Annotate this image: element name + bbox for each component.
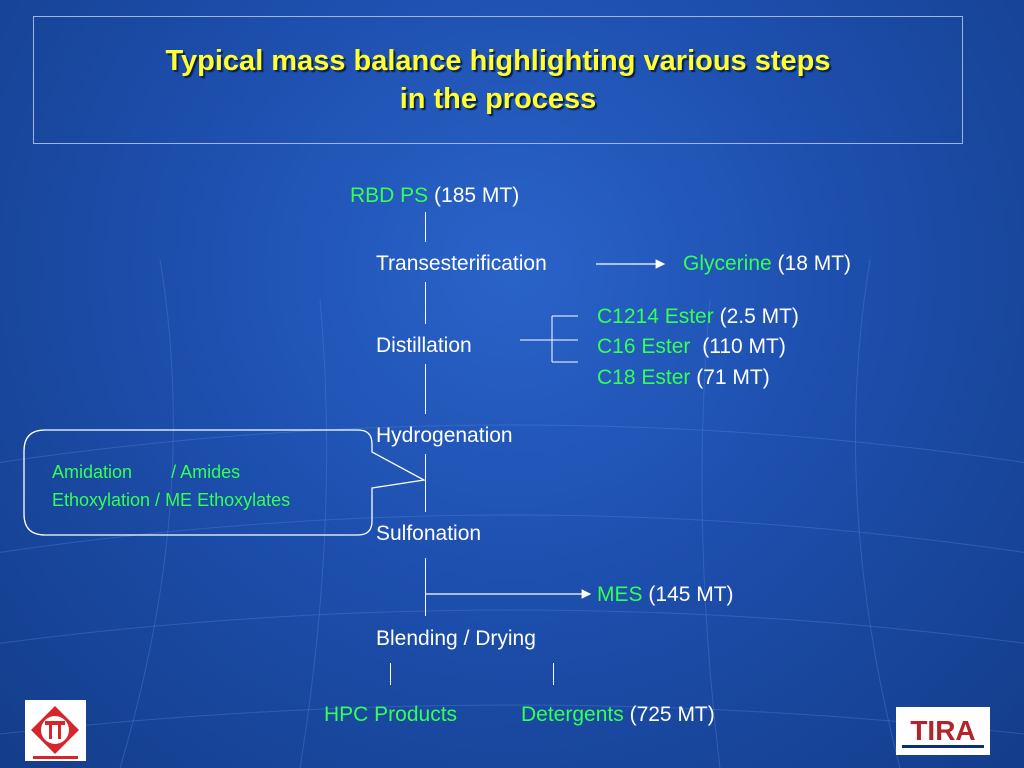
callout-bubble [23, 429, 427, 536]
ester-c18-qty: (71 MT) [696, 366, 770, 389]
output-ester-c16: C16 Ester (110 MT) [597, 335, 786, 359]
ester-c1214-name: C1214 Ester [597, 305, 714, 328]
output-ester-c18: C18 Ester (71 MT) [597, 366, 770, 390]
title-line-1: Typical mass balance highlighting variou… [165, 45, 831, 77]
glycerine-qty: (18 MT) [777, 252, 852, 275]
ester-c1214-qty: (2.5 MT) [719, 305, 799, 328]
step-hydrogenation: Hydrogenation [376, 424, 513, 447]
output-ester-c1214: C1214 Ester (2.5 MT) [597, 305, 799, 329]
callout-amides-label: / Amides [171, 462, 241, 482]
ester-bracket [520, 315, 578, 363]
callout-amidation: Amidation / Amides [52, 460, 240, 484]
output-hpc-products: HPC Products [324, 703, 458, 726]
company-logo-right: TIRA [896, 707, 990, 755]
title-box: Typical mass balance highlighting variou… [33, 16, 963, 144]
step-sulfonation: Sulfonation [376, 522, 482, 545]
connector-2 [425, 282, 426, 324]
input-qty: (185 MT) [434, 184, 520, 207]
output-glycerine: Glycerine (18 MT) [683, 252, 851, 276]
connector-3 [425, 364, 426, 414]
glycerine-name: Glycerine [683, 252, 772, 275]
detergents-name: Detergents [521, 703, 624, 726]
connector-detergents [553, 663, 554, 685]
title-line-2: in the process [399, 83, 597, 115]
detergents-qty: (725 MT) [629, 703, 715, 726]
step-blending-drying: Blending / Drying [376, 627, 536, 650]
mes-name: MES [597, 583, 643, 606]
output-detergents: Detergents (725 MT) [521, 703, 715, 727]
callout-amidation-label: Amidation [52, 462, 133, 482]
input-name: RBD PS [350, 184, 429, 207]
company-logo-left [25, 700, 86, 761]
output-mes: MES (145 MT) [597, 583, 734, 607]
connector-hpc [390, 663, 391, 685]
ester-c16-qty: (110 MT) [702, 335, 786, 358]
tt-logo-icon [31, 706, 79, 759]
tira-logo-text: TIRA [910, 715, 975, 746]
step-distillation: Distillation [376, 334, 472, 357]
callout-ethoxylation: Ethoxylation / ME Ethoxylates [52, 490, 291, 510]
connector-5 [425, 558, 426, 616]
step-transesterification: Transesterification [376, 252, 547, 275]
mes-qty: (145 MT) [648, 583, 734, 606]
input-rbd-ps: RBD PS (185 MT) [350, 184, 519, 208]
connector-4 [425, 454, 426, 512]
tira-logo-icon: TIRA [902, 715, 984, 748]
connector-1 [425, 212, 426, 242]
ester-c16-name: C16 Ester [597, 335, 691, 358]
ester-c18-name: C18 Ester [597, 366, 691, 389]
